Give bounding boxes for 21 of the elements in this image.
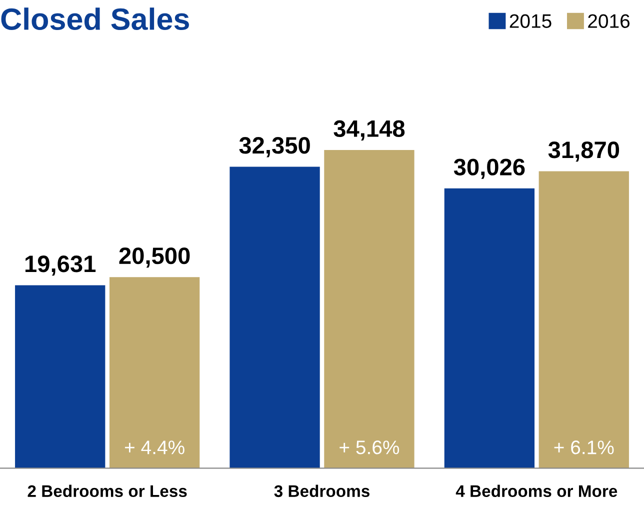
chart-title: Closed Sales [1, 8, 189, 30]
data-label: 34,148 [334, 120, 405, 140]
bar [230, 166, 320, 468]
bar [538, 171, 629, 468]
bar [324, 150, 414, 468]
annotation: + 5.6% [340, 440, 400, 454]
x-tick-label: 4 Bedrooms or More [456, 484, 618, 498]
legend-label: 2016 [588, 14, 630, 28]
data-label: 31,870 [548, 142, 620, 162]
x-tick-label: 3 Bedrooms [274, 484, 370, 498]
data-label: 20,500 [119, 247, 190, 268]
data-label: 30,026 [454, 158, 525, 179]
bar [109, 277, 200, 468]
x-tick-label: 2 Bedrooms or Less [28, 484, 187, 498]
bar [444, 188, 535, 468]
annotation: + 4.4% [124, 440, 184, 454]
annotation: + 6.1% [554, 440, 614, 454]
bar [15, 285, 106, 468]
legend-label: 2015 [510, 14, 552, 28]
data-label: 32,350 [239, 137, 310, 158]
data-label: 19,631 [25, 256, 96, 276]
